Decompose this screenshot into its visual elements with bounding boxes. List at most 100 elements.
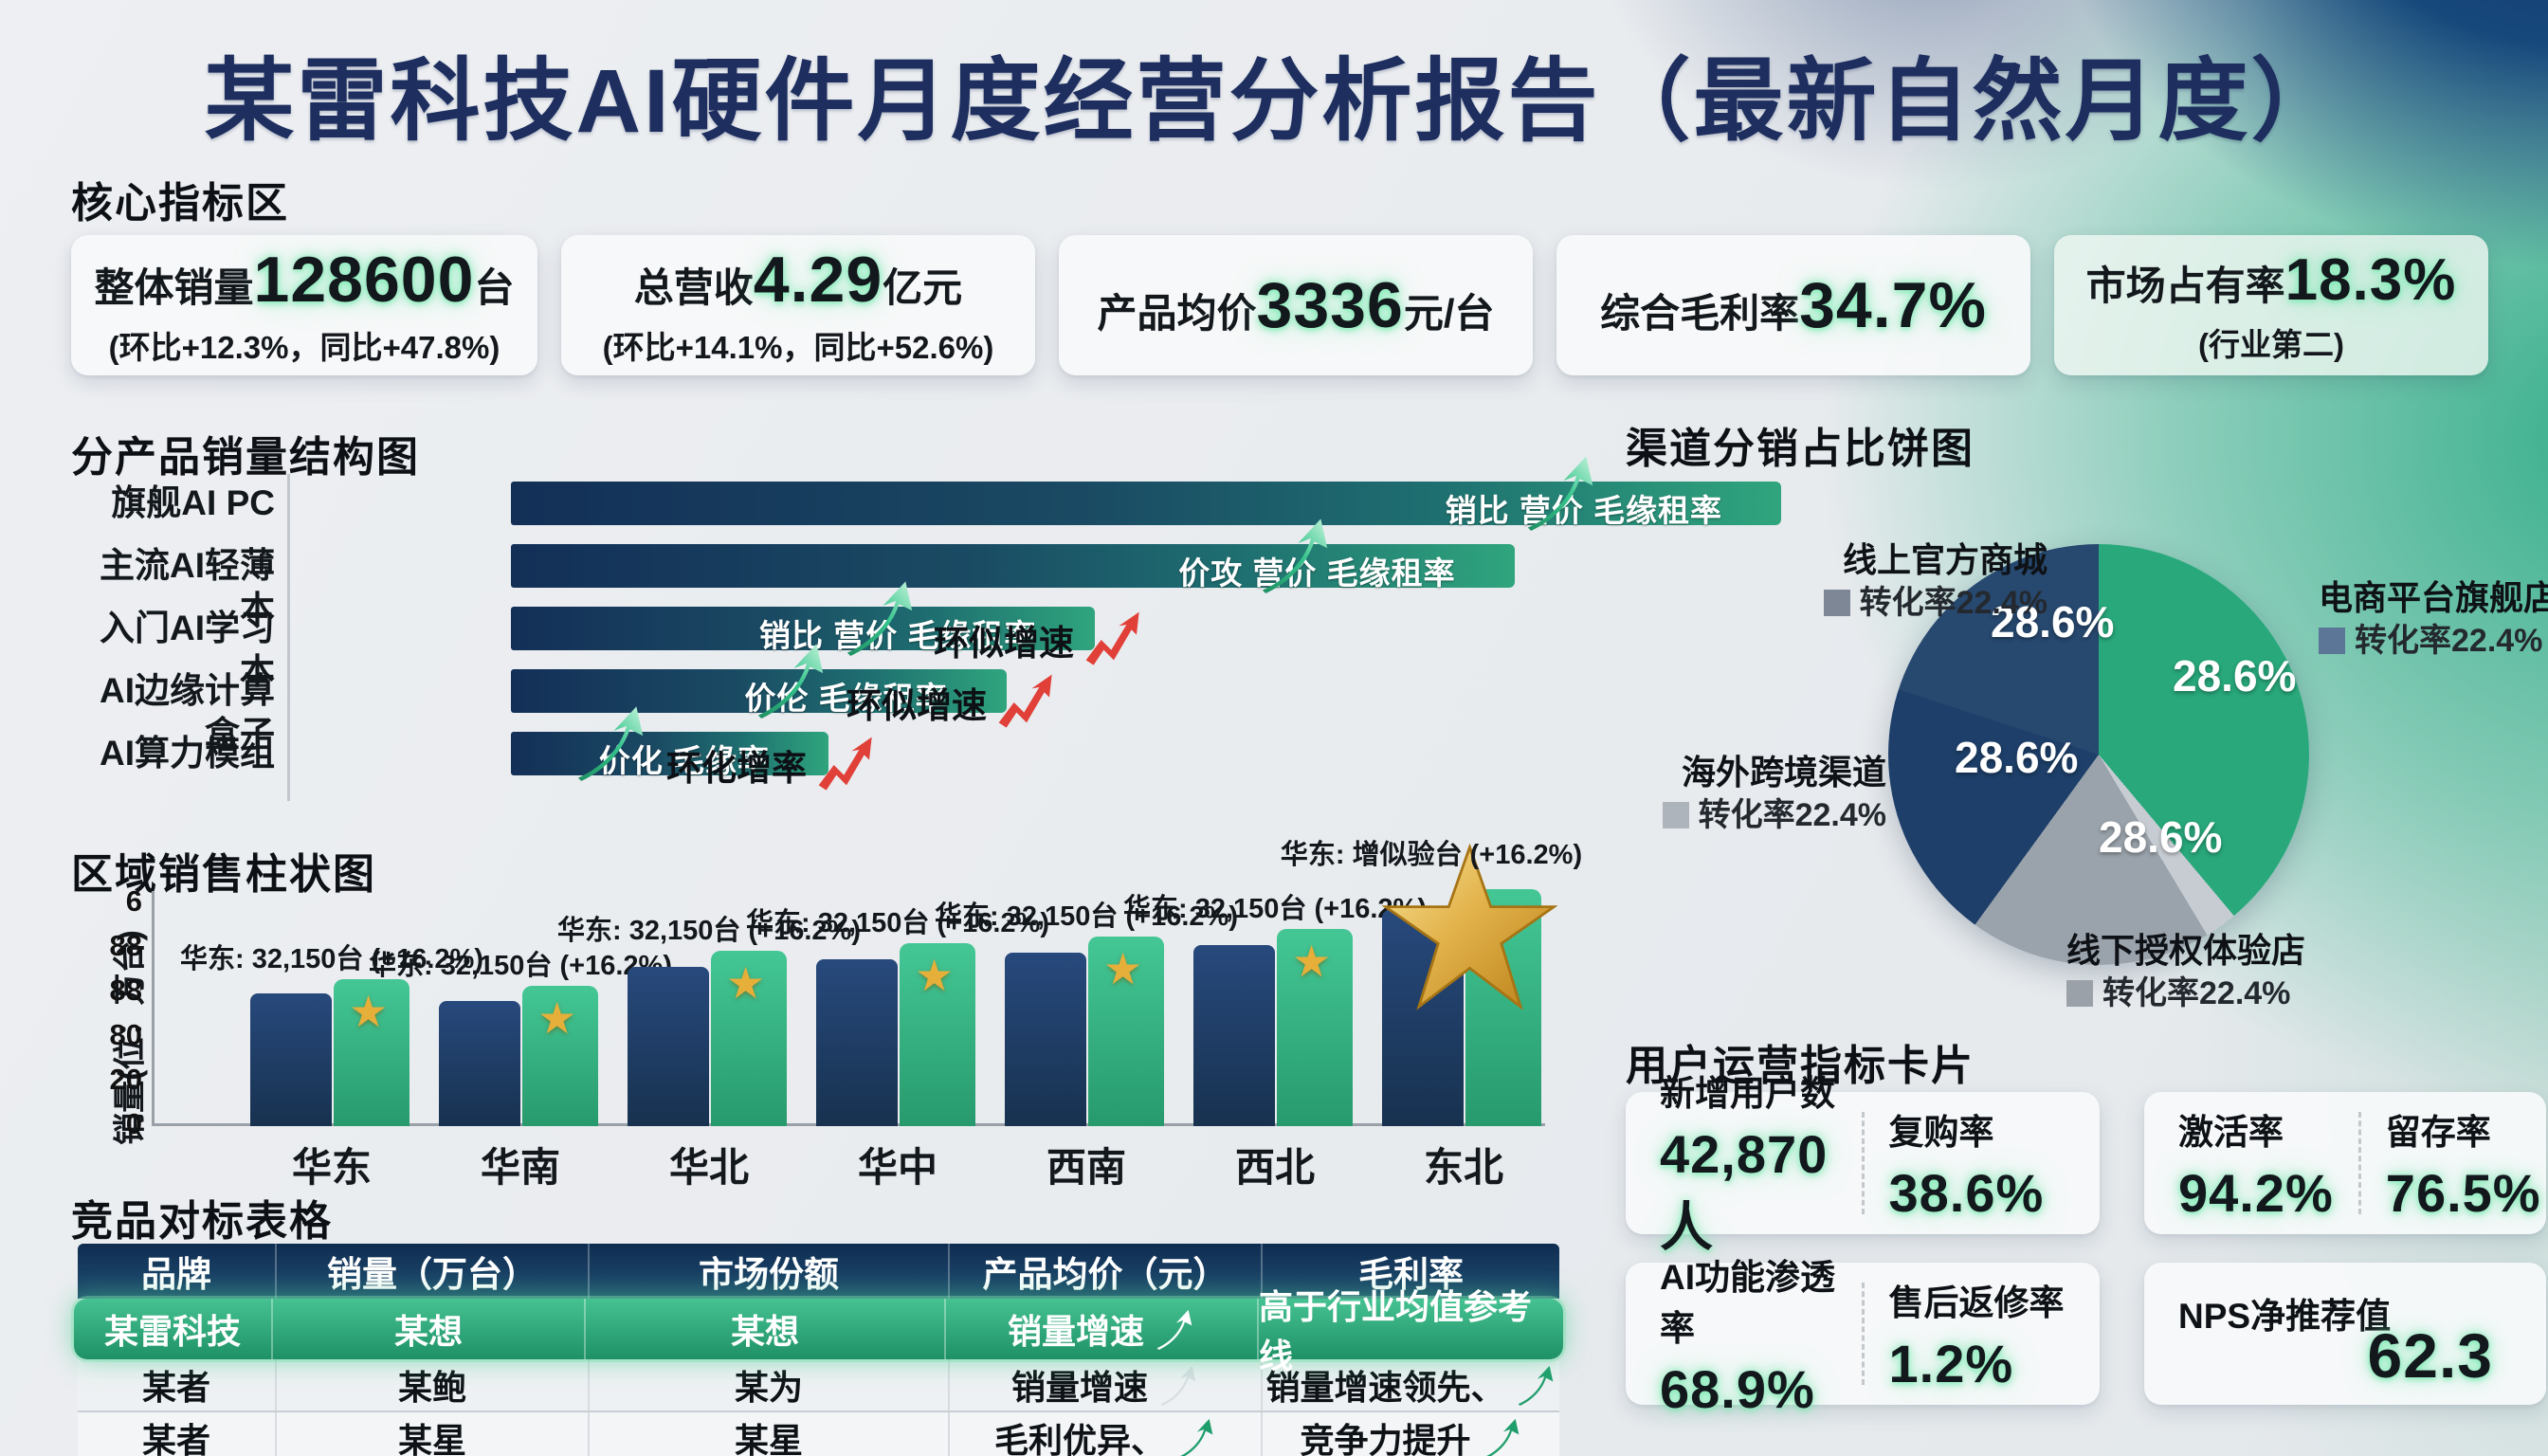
region-data-label: 华东: 32,150台 (+16.2%) <box>557 916 861 946</box>
table-cell: 某为 <box>590 1359 950 1410</box>
table-row: 某者 某星 某星 毛利优异、 竞争力提升 <box>78 1412 1559 1456</box>
up-arrow-white-icon <box>1156 1309 1192 1350</box>
growth-arrow-icon <box>577 706 644 781</box>
product-chart-axis <box>287 474 290 801</box>
table-row: 某者 某鲍 某为 销量增速 销量增速领先、 <box>78 1359 1559 1412</box>
star-icon: ★ <box>726 958 766 1008</box>
region-category-label: 华北 <box>668 1145 750 1190</box>
product-category-label: 旗舰AI PC <box>111 483 275 522</box>
product-sales-bar-chart: 旗舰AI PC 主流AI轻薄本 入门AI学习本 AI边缘计算盒子 AI算力模组 … <box>71 456 1781 829</box>
cell-text: 销量增速 <box>1007 1312 1144 1351</box>
region-data-label: 华东: 32,150台 (+16.2%) <box>746 908 1049 938</box>
pie-slice-value: 28.6% <box>1955 733 2079 782</box>
user-card-new-users: 新增用户数 42,870人 复购率 38.6% <box>1626 1074 2100 1257</box>
user-card-activation: 激活率 94.2% 留存率 76.5% <box>2144 1092 2546 1234</box>
kpi-label: 产品均价 <box>1097 291 1257 336</box>
pie-slice-value: 28.6% <box>2173 651 2297 701</box>
pie-legend-online-mall: 线上官方商城 转化率22.4% <box>1763 538 2048 624</box>
region-bar-current <box>250 993 332 1126</box>
y-tick: 0 <box>125 1107 142 1140</box>
kpi-subtext: (环比+14.1%，同比+52.6%) <box>602 330 994 365</box>
region-bar-current <box>439 1001 520 1126</box>
up-arrow-green-icon <box>1485 1418 1519 1456</box>
kpi-card-revenue: 总营收 4.29 亿元 (环比+14.1%，同比+52.6%) <box>561 235 1035 375</box>
product-bar: 价攻 营价 毛缘租率 <box>511 544 1515 591</box>
table-cell: 某者 <box>78 1359 277 1410</box>
table-cell: 销量增速 <box>950 1359 1263 1410</box>
kpi-label: 总营收 <box>633 265 754 310</box>
competitor-table: 品牌 销量（万台） 市场份额 产品均价（元） 毛利率 某雷科技 某想 某想 销量… <box>74 1244 1563 1456</box>
star-icon: ★ <box>915 951 955 1000</box>
legend-swatch <box>1823 590 1850 616</box>
pie-legend-ecommerce: 电商平台旗舰店 转化率22.4% <box>2319 576 2548 662</box>
annotation-text: 环化增率 <box>666 749 807 788</box>
star-icon: ★ <box>1292 937 1332 986</box>
dashed-divider <box>2357 1112 2361 1214</box>
region-bar-yoy <box>1088 937 1164 1126</box>
table-row-highlighted: 某雷科技 某想 某想 销量增速 高于行业均值参考线 <box>74 1287 1563 1375</box>
annotation-text: 环似增速 <box>934 624 1074 663</box>
kpi-card-avg-price: 产品均价 3336 元/台 <box>1059 235 1533 375</box>
user-card-ai-penetration: AI功能渗透率 68.9% 售后返修率 1.2% <box>1626 1258 2100 1419</box>
legend-swatch <box>2066 980 2093 1007</box>
product-bar-annotation: 环似增速 <box>934 610 1144 670</box>
legend-swatch <box>1662 802 1689 828</box>
region-bar-yoy <box>334 979 410 1126</box>
table-cell: 高于行业均值参考线 <box>1259 1287 1533 1375</box>
y-tick: 20 <box>109 1063 142 1096</box>
pie-legend-overseas: 海外跨境渠道 转化率22.4% <box>1659 751 1886 836</box>
metric-value: 42,870人 <box>1660 1124 1829 1257</box>
table-cell: 销量增速 <box>946 1299 1259 1359</box>
metric-value: 94.2% <box>2178 1162 2334 1223</box>
kpi-label: 市场占有率 <box>2085 263 2285 308</box>
star-icon: ★ <box>537 993 577 1043</box>
metric-value: 76.5% <box>2385 1162 2541 1223</box>
legend-swatch <box>2319 628 2345 654</box>
region-bar-yoy <box>522 986 598 1126</box>
pie-section-label: 渠道分销占比饼图 <box>1626 426 1975 472</box>
region-data-label: 华东: 32,150台 (+16.2%) <box>935 901 1238 932</box>
kpi-label: 整体销量 <box>94 265 254 310</box>
pie-slice-value: 28.6% <box>1991 597 2115 646</box>
region-bar-yoy <box>900 943 975 1126</box>
legend-name: 海外跨境渠道 <box>1681 753 1886 792</box>
region-category-label: 西南 <box>1046 1145 1127 1190</box>
pie-legend-offline-store: 线下授权体验店 转化率22.4% <box>2066 929 2332 1014</box>
region-bar-current <box>1005 953 1086 1126</box>
bar-inline-text: 销比 营价 毛缘租率 <box>759 618 1037 653</box>
kpi-value: 18.3% <box>2284 246 2457 313</box>
growth-arrow-icon <box>1262 519 1328 593</box>
star-icon: ★ <box>349 987 389 1036</box>
table-cell: 某星 <box>277 1412 590 1456</box>
y-tick: 88 <box>109 929 142 962</box>
kpi-subtext: (行业第二) <box>2198 326 2344 362</box>
legend-conversion: 转化率22.4% <box>2102 975 2291 1011</box>
legend-conversion: 转化率22.4% <box>1698 797 1886 833</box>
kpi-value: 34.7% <box>1799 269 1987 341</box>
user-cards-section-label: 用户运营指标卡片 <box>1626 1043 1975 1089</box>
table-cell: 竞争力提升 <box>1263 1412 1559 1456</box>
region-sales-bar-chart: 销量(位：万台) 0 20 80 88 88 6 ★ 华东: 32,150台 (… <box>57 840 1583 1194</box>
y-tick: 88 <box>109 974 142 1007</box>
metric-label: 复购率 <box>1888 1112 1994 1152</box>
kpi-card-market-share: 市场占有率 18.3% (行业第二) <box>2054 235 2488 375</box>
table-cell: 某想 <box>273 1299 586 1359</box>
table-cell: 某星 <box>590 1412 950 1456</box>
kpi-card-total-sales: 整体销量 128600 台 (环比+12.3%，同比+47.8%) <box>71 235 537 375</box>
bar-inline-text: 价攻 营价 毛缘租率 <box>1178 555 1456 591</box>
table-cell: 销量增速领先、 <box>1263 1359 1559 1410</box>
product-category-label: AI边缘计算盒子 <box>100 671 275 754</box>
big-gold-star-icon <box>1382 844 1557 1010</box>
red-growth-arrow-icon <box>998 674 1052 728</box>
region-category-label: 西北 <box>1234 1145 1316 1190</box>
product-bar: 销比 营价 毛缘租率 <box>511 607 1096 653</box>
table-cell: 毛利优异、 <box>950 1412 1263 1456</box>
metric-label: 激活率 <box>2178 1112 2284 1152</box>
up-arrow-green-icon <box>1518 1365 1553 1406</box>
legend-name: 线下授权体验店 <box>2066 931 2306 970</box>
table-cell: 某想 <box>586 1299 946 1359</box>
metric-label: 留存率 <box>2385 1112 2491 1152</box>
kpi-unit: 亿元 <box>883 265 963 310</box>
bar-inline-text: 价伦 毛缘租率 <box>744 681 948 716</box>
